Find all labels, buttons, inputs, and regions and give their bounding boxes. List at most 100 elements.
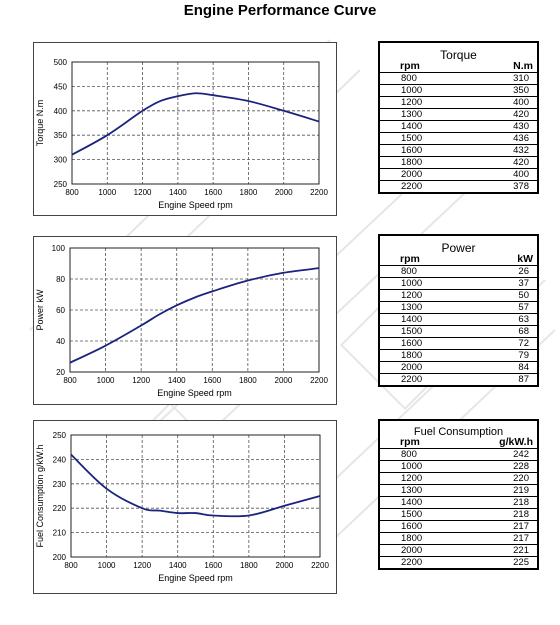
- table-row: 1600 72: [380, 338, 537, 350]
- series-line: [71, 92, 320, 156]
- plot-frame: [71, 61, 320, 185]
- x-tick-label: 1800: [240, 561, 258, 570]
- x-tick-label: 2200: [310, 376, 328, 385]
- value-cell: 57: [518, 302, 529, 313]
- torque-chart-plot: 800 1000 1200 1400 1600 1800 2000 2200 250 300 350…: [35, 58, 328, 210]
- rpm-cell: 1400: [401, 314, 423, 325]
- rpm-cell: 800: [401, 266, 417, 277]
- x-tick-label: 2000: [276, 561, 294, 570]
- x-tick-label: 1000: [98, 561, 116, 570]
- y-tick-label: 450: [54, 82, 68, 91]
- rpm-cell: 1500: [401, 133, 423, 144]
- y-tick-label: 350: [54, 131, 68, 140]
- y-tick-label: 300: [54, 156, 68, 165]
- rpm-cell: 1500: [401, 326, 423, 337]
- col-value-header: g/kW.h: [499, 436, 533, 448]
- value-cell: 26: [518, 266, 529, 277]
- rpm-cell: 2200: [401, 374, 423, 385]
- value-cell: 84: [518, 362, 529, 373]
- rpm-cell: 800: [401, 449, 417, 460]
- value-cell: 400: [513, 169, 529, 180]
- y-tick-label: 60: [56, 306, 65, 315]
- table-row: 1800 79: [380, 350, 537, 362]
- x-tick-label: 1600: [204, 561, 222, 570]
- table-row: 2000 400: [380, 169, 537, 181]
- rpm-cell: 1600: [401, 521, 423, 532]
- value-cell: 420: [513, 157, 529, 168]
- col-value-header: kW: [517, 253, 533, 265]
- y-tick-label: 80: [56, 275, 65, 284]
- value-cell: 220: [513, 473, 529, 484]
- table-row: 1400 63: [380, 314, 537, 326]
- value-cell: 72: [518, 338, 529, 349]
- rpm-cell: 1600: [401, 338, 423, 349]
- y-tick-label: 500: [54, 58, 68, 67]
- rpm-cell: 2000: [401, 545, 423, 556]
- rpm-cell: 2000: [401, 169, 423, 180]
- rpm-cell: 1800: [401, 157, 423, 168]
- value-cell: 420: [513, 109, 529, 120]
- rpm-cell: 2000: [401, 362, 423, 373]
- table-title: Power: [441, 241, 476, 255]
- table-rows: 800 242 1000 228 1200 220 1300 219 1400 218 1500 21…: [380, 449, 537, 568]
- value-cell: 310: [513, 73, 529, 84]
- value-cell: 37: [518, 278, 529, 289]
- table-row: 1200 220: [380, 473, 537, 485]
- page-title: Engine Performance Curve: [183, 2, 377, 19]
- table-rows: 800 26 1000 37 1200 50 1300 57 1400 63 1500 68 1600 7…: [380, 266, 537, 385]
- x-axis-label: Engine Speed rpm: [158, 200, 233, 210]
- value-cell: 50: [518, 290, 529, 301]
- y-tick-label: 100: [52, 244, 66, 253]
- rpm-cell: 1000: [401, 85, 423, 96]
- x-tick-label: 2200: [310, 188, 328, 197]
- table-title: Fuel Consumption: [413, 426, 504, 438]
- table-row: 2200 378: [380, 181, 537, 192]
- table-row: 1200 50: [380, 290, 537, 302]
- table-row: 1400 218: [380, 497, 537, 509]
- table-rows: 800 310 1000 350 1200 400 1300 420 1400 430 1500 43…: [380, 73, 537, 192]
- table-row: 2000 221: [380, 545, 537, 557]
- y-tick-label: 250: [53, 431, 67, 440]
- value-cell: 430: [513, 121, 529, 132]
- rpm-cell: 1800: [401, 533, 423, 544]
- y-tick-label: 220: [53, 504, 67, 513]
- rpm-cell: 2200: [401, 557, 423, 568]
- x-tick-label: 1400: [169, 188, 187, 197]
- x-tick-label: 2000: [275, 376, 293, 385]
- value-cell: 432: [513, 145, 529, 156]
- value-cell: 68: [518, 326, 529, 337]
- value-cell: 350: [513, 85, 529, 96]
- col-rpm-header: rpm: [400, 436, 420, 448]
- power-table: Power rpm kW 800 26 1000 37 1200 50 1300 57 1400…: [378, 234, 539, 387]
- value-cell: 378: [513, 181, 529, 192]
- table-row: 1000 228: [380, 461, 537, 473]
- y-tick-label: 20: [56, 368, 65, 377]
- rpm-cell: 1000: [401, 461, 423, 472]
- rpm-cell: 1300: [401, 302, 423, 313]
- y-tick-label: 230: [53, 480, 67, 489]
- x-tick-label: 1400: [168, 376, 186, 385]
- series-line: [69, 267, 320, 364]
- value-cell: 218: [513, 509, 529, 520]
- rpm-cell: 1000: [401, 278, 423, 289]
- x-tick-label: 1000: [97, 376, 115, 385]
- y-tick-label: 400: [54, 107, 68, 116]
- table-header: rpm g/kW.h: [380, 436, 537, 449]
- table-row: 800 310: [380, 73, 537, 85]
- col-rpm-header: rpm: [400, 253, 420, 265]
- value-cell: 79: [518, 350, 529, 361]
- table-row: 800 242: [380, 449, 537, 461]
- x-tick-label: 1600: [203, 376, 221, 385]
- table-row: 1000 350: [380, 85, 537, 97]
- value-cell: 400: [513, 97, 529, 108]
- table-row: 1300 420: [380, 109, 537, 121]
- value-cell: 218: [513, 497, 529, 508]
- y-tick-label: 250: [54, 180, 68, 189]
- table-row: 1300 57: [380, 302, 537, 314]
- table-row: 800 26: [380, 266, 537, 278]
- power-chart: 800 1000 1200 1400 1600 1800 2000 2200 20 40 60 80 1…: [33, 236, 337, 405]
- rpm-cell: 1200: [401, 473, 423, 484]
- x-axis-label: Engine Speed rpm: [158, 573, 233, 583]
- rpm-cell: 1200: [401, 97, 423, 108]
- col-rpm-header: rpm: [400, 60, 420, 72]
